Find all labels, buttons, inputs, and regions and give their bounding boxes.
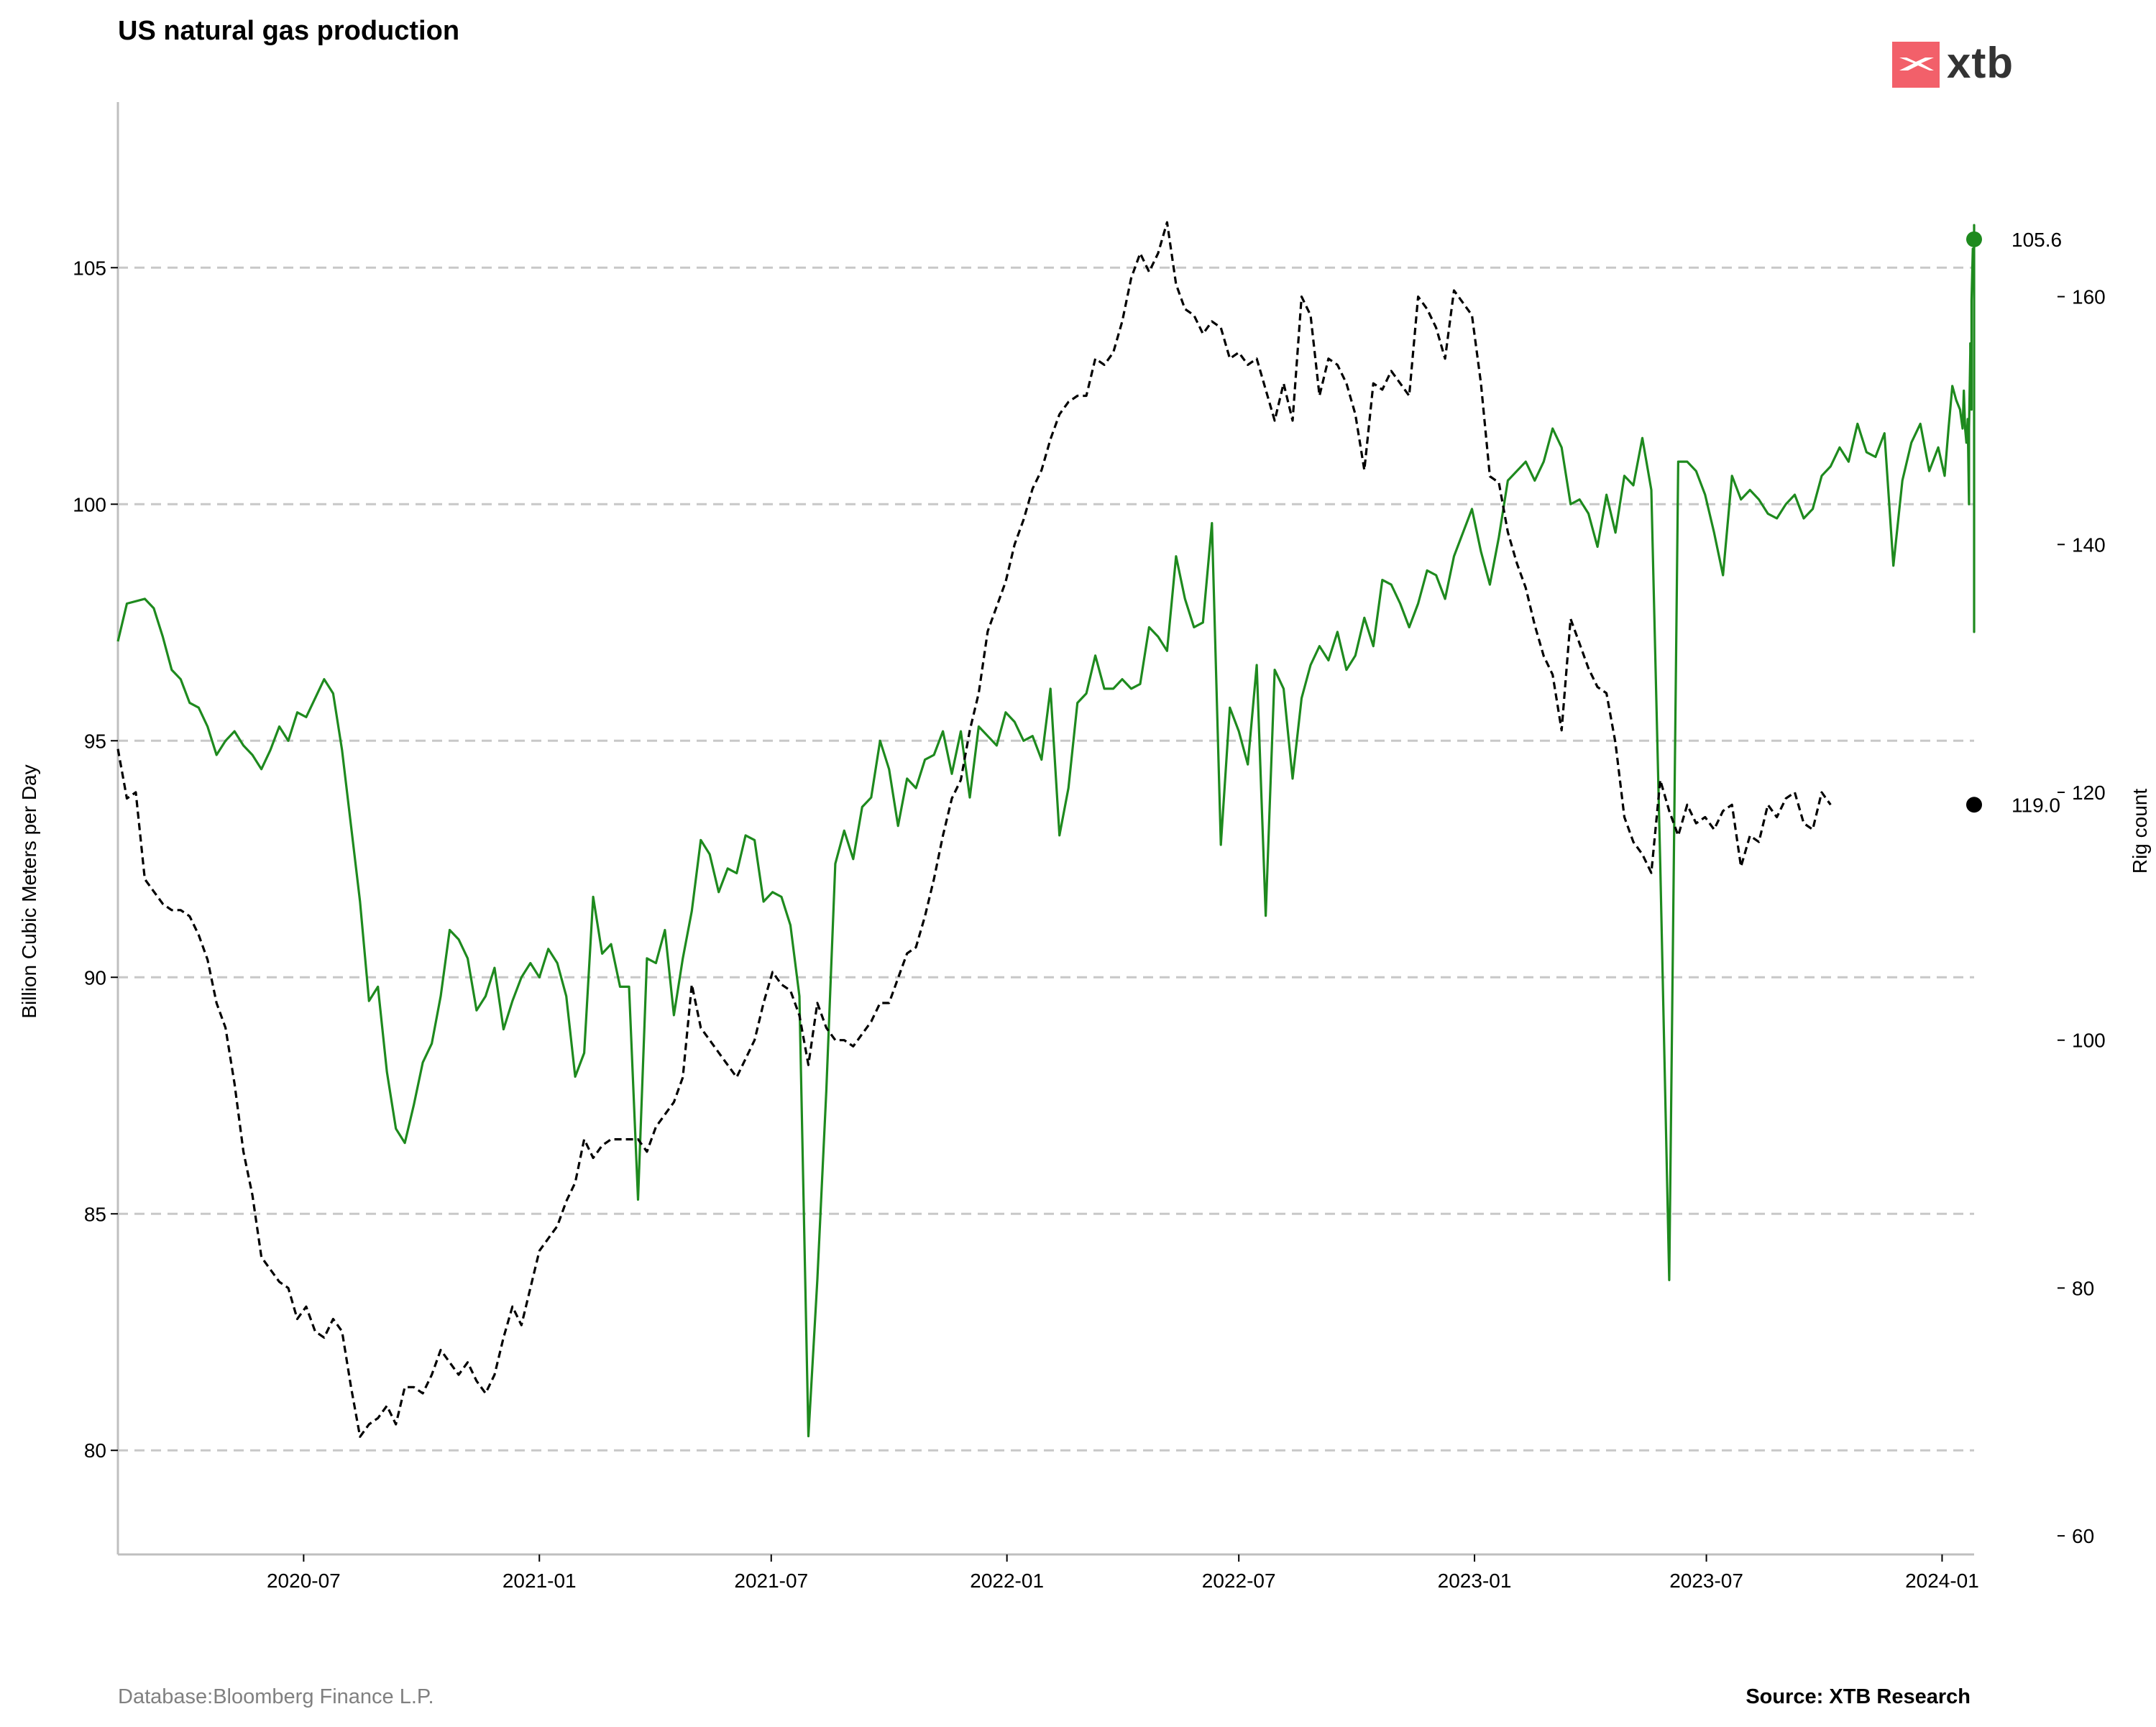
xtb-logo: xtb — [1892, 40, 2024, 89]
y-tick-label: 100 — [73, 493, 106, 516]
database-note: Database:Bloomberg Finance L.P. — [118, 1685, 434, 1708]
source-note: Source: XTB Research — [1746, 1685, 1971, 1708]
chart-title: US natural gas production — [118, 16, 460, 46]
y2-tick-label: 120 — [2072, 782, 2106, 804]
x-tick-label: 2020-07 — [267, 1570, 341, 1592]
y-tick-label: 85 — [84, 1203, 106, 1225]
y2-tick-label: 140 — [2072, 533, 2106, 556]
y-tick-label: 80 — [84, 1439, 106, 1462]
series-group: 105.6 119.0 — [116, 221, 2062, 1438]
y2-tick-label: 100 — [2072, 1030, 2106, 1052]
production-last-dot — [1966, 231, 1982, 247]
rig-count-last-dot — [1966, 797, 1982, 813]
x-tick-label: 2021-07 — [734, 1570, 808, 1592]
production-last-label: 105.6 — [2011, 229, 2062, 251]
production-line — [116, 224, 1976, 1438]
ticks: 80 85 90 95 100 105 60 80 100 120 140 160 2020-07 202… — [73, 257, 2105, 1592]
y-tick-label: 95 — [84, 730, 106, 752]
xtb-logo-mark-icon — [1892, 42, 1940, 88]
x-tick-label: 2024-01 — [1905, 1570, 1979, 1592]
x-tick-label: 2022-07 — [1202, 1570, 1276, 1592]
x-tick-label: 2022-01 — [970, 1570, 1044, 1592]
y2-axis-label: Rig count — [2129, 789, 2151, 874]
axes — [116, 102, 1974, 1556]
y-tick-label: 105 — [73, 257, 106, 279]
rig-count-line — [116, 221, 1832, 1438]
y-tick-label: 90 — [84, 966, 106, 989]
rig-count-last-label: 119.0 — [2011, 794, 2060, 816]
x-tick-label: 2023-01 — [1438, 1570, 1512, 1592]
xtb-logo-text: xtb — [1947, 39, 2014, 87]
y-axis-label: Billion Cubic Meters per Day — [18, 764, 40, 1018]
y2-tick-label: 160 — [2072, 286, 2106, 308]
gridlines — [118, 266, 1974, 1452]
x-tick-label: 2021-01 — [503, 1570, 577, 1592]
y2-tick-label: 80 — [2072, 1277, 2094, 1299]
y2-tick-label: 60 — [2072, 1525, 2094, 1547]
axis-labels: Billion Cubic Meters per Day Rig count — [18, 764, 2151, 1018]
x-tick-label: 2023-07 — [1669, 1570, 1743, 1592]
